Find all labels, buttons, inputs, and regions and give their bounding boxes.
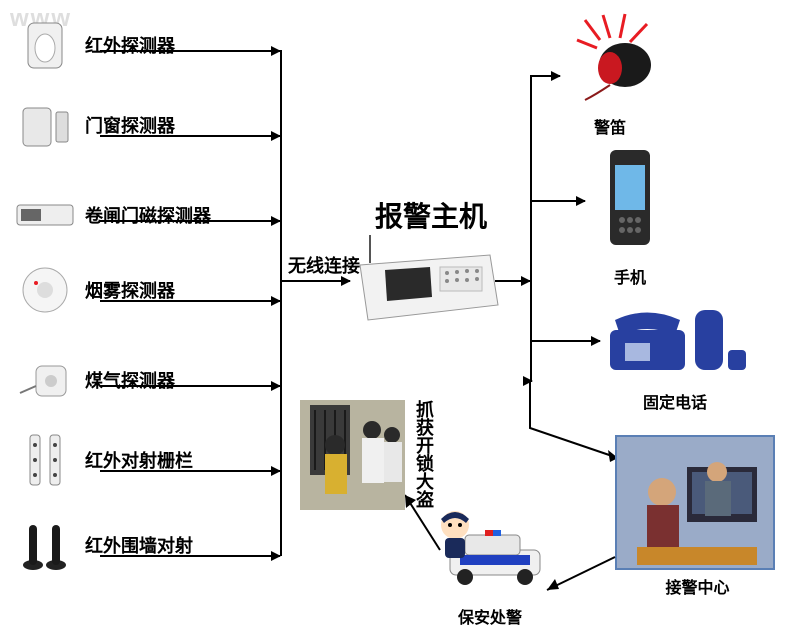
alarm-system-diagram: www 红外探测器 门窗探测器 卷闸门磁探测器 烟雾探测器 煤气探: [0, 0, 800, 640]
ir-fence-icon: [15, 435, 75, 485]
siren-icon: [555, 10, 665, 105]
output-label: 接警中心: [615, 574, 780, 598]
landline-icon: [600, 295, 750, 380]
roller-sensor-icon: [15, 190, 75, 240]
sensor-connector: [100, 220, 280, 222]
pir-icon: [15, 20, 75, 70]
sensor-connector: [100, 555, 280, 557]
ir-wall-icon: [15, 520, 75, 570]
sensor-bus: [280, 50, 282, 556]
sensor-pir: 红外探测器: [15, 20, 215, 70]
output-label: 保安处警: [430, 604, 550, 628]
out-conn-landline: [530, 340, 600, 342]
output-capture: 抓获开锁大盗: [300, 400, 440, 510]
sensor-label: 红外探测器: [85, 32, 215, 58]
sensor-label: 煤气探测器: [85, 367, 215, 393]
output-bus: [530, 75, 532, 382]
hub-device-icon: [350, 235, 500, 330]
out-conn-mobile: [530, 200, 585, 202]
output-siren: 警笛: [555, 10, 665, 138]
sensor-connector: [100, 50, 280, 52]
door-sensor-icon: [15, 100, 75, 150]
conn-center-patrol: [545, 555, 625, 605]
capture-photo: [300, 400, 405, 510]
output-mobile: 手机: [590, 145, 670, 288]
hub-title: 报警主机: [375, 195, 487, 235]
sensor-gas: 煤气探测器: [15, 355, 215, 405]
bus-to-hub: [280, 280, 350, 282]
smoke-sensor-icon: [15, 265, 75, 315]
output-label: 手机: [590, 264, 670, 288]
sensor-label: 卷闸门磁探测器: [85, 202, 215, 228]
sensor-ir-fence: 红外对射栅栏: [15, 435, 215, 485]
output-label: 警笛: [555, 114, 665, 138]
output-label: 抓获开锁大盗: [411, 400, 437, 508]
out-conn-center: [528, 378, 628, 468]
center-photo: [615, 435, 775, 570]
mobile-icon: [600, 145, 660, 255]
sensor-door: 门窗探测器: [15, 100, 215, 150]
hub-out: [495, 280, 530, 282]
sensor-ir-wall: 红外围墙对射: [15, 520, 215, 570]
sensor-connector: [100, 135, 280, 137]
output-center: 接警中心: [615, 435, 780, 598]
gas-sensor-icon: [15, 355, 75, 405]
sensor-connector: [100, 385, 280, 387]
sensor-connector: [100, 300, 280, 302]
sensor-roller: 卷闸门磁探测器: [15, 190, 215, 240]
sensor-connector: [100, 470, 280, 472]
sensor-smoke: 烟雾探测器: [15, 265, 215, 315]
